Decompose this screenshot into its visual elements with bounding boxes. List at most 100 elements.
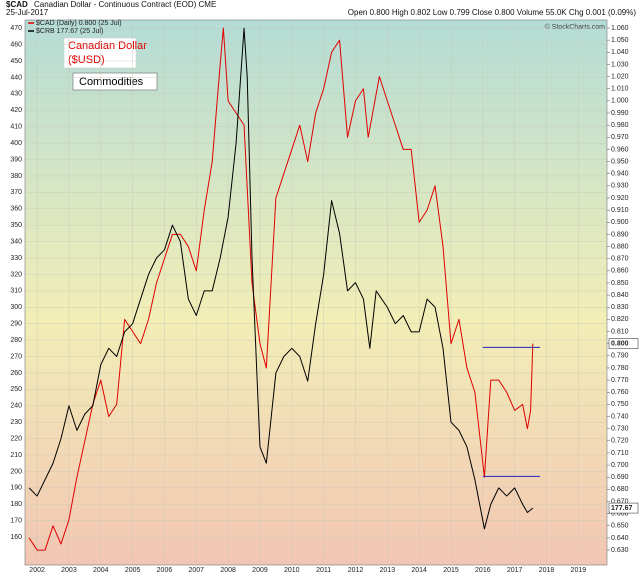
y2-tick-label: 0.710 <box>611 450 629 457</box>
y2-tick-label: 0.910 <box>611 207 629 214</box>
y2-tick-label: 1.010 <box>611 86 629 93</box>
y2-tick-label: 1.000 <box>611 98 629 105</box>
y-tick-label: 210 <box>10 452 22 459</box>
y2-tick-label: 0.680 <box>611 486 629 493</box>
y-tick-label: 380 <box>10 173 22 180</box>
y-tick-label: 370 <box>10 189 22 196</box>
last-value-box <box>608 502 639 514</box>
y2-tick-label: 0.870 <box>611 256 629 263</box>
y2-tick-label: 0.720 <box>611 438 629 445</box>
y2-tick-label: 0.930 <box>611 183 629 190</box>
y-tick-label: 170 <box>10 518 22 525</box>
y-tick-label: 280 <box>10 337 22 344</box>
annotation-box <box>63 37 137 69</box>
chart-title: Canadian Dollar - Continuous Contract (E… <box>34 0 216 9</box>
x-tick-label: 2007 <box>188 567 204 574</box>
y2-tick-label: 0.860 <box>611 268 629 275</box>
y2-tick-label: 0.840 <box>611 292 629 299</box>
y-tick-label: 390 <box>10 156 22 163</box>
y2-tick-label: 0.640 <box>611 535 629 542</box>
last-value-label: 177.67 <box>611 505 633 512</box>
y2-tick-label: 0.770 <box>611 377 629 384</box>
y2-tick-label: 0.890 <box>611 231 629 238</box>
y-tick-label: 220 <box>10 435 22 442</box>
y-tick-label: 250 <box>10 386 22 393</box>
last-value-label: 0.800 <box>611 341 629 348</box>
y2-tick-label: 0.880 <box>611 243 629 250</box>
y-tick-label: 300 <box>10 304 22 311</box>
y-tick-label: 160 <box>10 534 22 541</box>
y2-tick-label: 1.050 <box>611 37 629 44</box>
y2-tick-label: 0.750 <box>611 401 629 408</box>
y2-tick-label: 0.670 <box>611 498 629 505</box>
y2-tick-label: 0.810 <box>611 328 629 335</box>
annotation: Commodities <box>79 76 144 88</box>
y-tick-label: 450 <box>10 58 22 65</box>
y2-tick-label: 0.760 <box>611 389 629 396</box>
y-tick-label: 290 <box>10 321 22 328</box>
x-tick-label: 2003 <box>61 567 77 574</box>
series-line <box>28 27 534 551</box>
y-tick-label: 400 <box>10 140 22 147</box>
y-tick-label: 240 <box>10 403 22 410</box>
legend-label: $CAD (Daily) 0.800 (25 Jul) <box>36 20 122 27</box>
y2-tick-label: 0.790 <box>611 353 629 360</box>
y-tick-label: 470 <box>10 25 22 32</box>
x-tick-label: 2005 <box>125 567 141 574</box>
y2-tick-label: 0.650 <box>611 523 629 530</box>
x-tick-label: 2018 <box>539 567 555 574</box>
annotation-box <box>72 72 158 91</box>
y2-tick-label: 1.060 <box>611 25 629 32</box>
y-tick-label: 230 <box>10 419 22 426</box>
y2-tick-label: 0.990 <box>611 110 629 117</box>
x-tick-label: 2004 <box>93 567 109 574</box>
y-tick-label: 270 <box>10 353 22 360</box>
last-value-box <box>608 338 639 349</box>
y2-tick-label: 0.740 <box>611 413 629 420</box>
y2-tick-label: 0.660 <box>611 510 629 517</box>
y-tick-label: 350 <box>10 222 22 229</box>
y2-tick-label: 0.900 <box>611 219 629 226</box>
x-tick-label: 2002 <box>29 567 45 574</box>
credit: © StockCharts.com <box>545 23 606 31</box>
y-tick-label: 460 <box>10 41 22 48</box>
y2-tick-label: 0.920 <box>611 195 629 202</box>
x-tick-label: 2013 <box>380 567 396 574</box>
y-tick-label: 180 <box>10 501 22 508</box>
y-tick-label: 420 <box>10 107 22 114</box>
y2-tick-label: 0.780 <box>611 365 629 372</box>
y2-tick-label: 0.850 <box>611 280 629 287</box>
y2-tick-label: 0.960 <box>611 146 629 153</box>
x-tick-label: 2019 <box>571 567 587 574</box>
x-tick-label: 2006 <box>157 567 173 574</box>
quote: Open 0.800 High 0.802 Low 0.799 Close 0.… <box>348 8 637 17</box>
y2-tick-label: 0.950 <box>611 158 629 165</box>
x-tick-label: 2008 <box>220 567 236 574</box>
y-tick-label: 410 <box>10 124 22 131</box>
series-line <box>28 27 534 530</box>
y-tick-label: 320 <box>10 271 22 278</box>
legend-label: $CRB 177.67 (25 Jul) <box>36 28 103 35</box>
y-tick-label: 310 <box>10 288 22 295</box>
x-tick-label: 2015 <box>443 567 459 574</box>
y2-tick-label: 0.830 <box>611 304 629 311</box>
annotation: Canadian Dollar ($USD) <box>68 40 147 66</box>
y2-tick-label: 0.980 <box>611 122 629 129</box>
x-tick-label: 2016 <box>475 567 491 574</box>
y2-tick-label: 1.020 <box>611 73 629 80</box>
x-tick-label: 2009 <box>252 567 268 574</box>
y-tick-label: 340 <box>10 238 22 245</box>
y2-tick-label: 0.700 <box>611 462 629 469</box>
y2-tick-label: 1.040 <box>611 49 629 56</box>
x-tick-label: 2014 <box>411 567 427 574</box>
y2-tick-label: 0.940 <box>611 171 629 178</box>
y2-tick-label: 0.820 <box>611 316 629 323</box>
x-tick-label: 2011 <box>316 567 331 574</box>
y2-tick-label: 1.030 <box>611 61 629 68</box>
plot-area <box>24 19 608 566</box>
x-tick-label: 2017 <box>507 567 523 574</box>
date: 25-Jul-2017 <box>6 8 49 17</box>
x-tick-label: 2012 <box>348 567 364 574</box>
y2-tick-label: 0.730 <box>611 426 629 433</box>
